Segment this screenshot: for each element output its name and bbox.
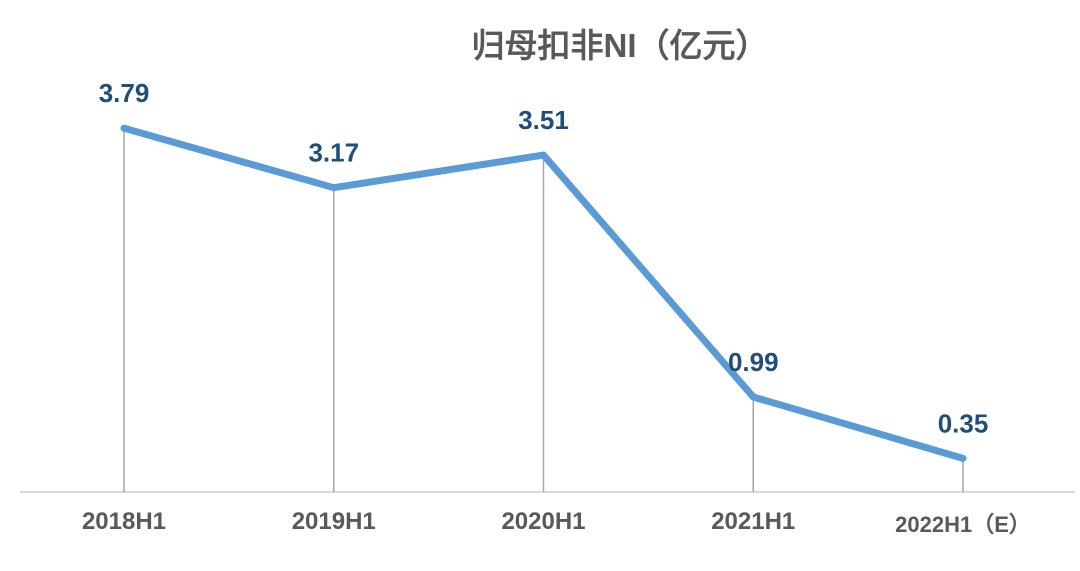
x-axis-label: 2020H1 <box>501 508 585 535</box>
x-axis-label: 2018H1 <box>82 508 166 535</box>
x-axis-label: 2021H1 <box>711 508 795 535</box>
series-line <box>120 124 967 462</box>
x-axis-label: 2019H1 <box>292 508 376 535</box>
data-label: 3.17 <box>308 138 359 168</box>
x-axis-label: 2022H1（E） <box>895 512 1031 537</box>
data-label: 3.51 <box>518 105 569 135</box>
chart-title: 归母扣非NI（亿元） <box>471 27 769 64</box>
data-label: 3.79 <box>99 78 150 108</box>
data-label: 0.35 <box>938 408 989 438</box>
data-label: 0.99 <box>728 347 779 377</box>
